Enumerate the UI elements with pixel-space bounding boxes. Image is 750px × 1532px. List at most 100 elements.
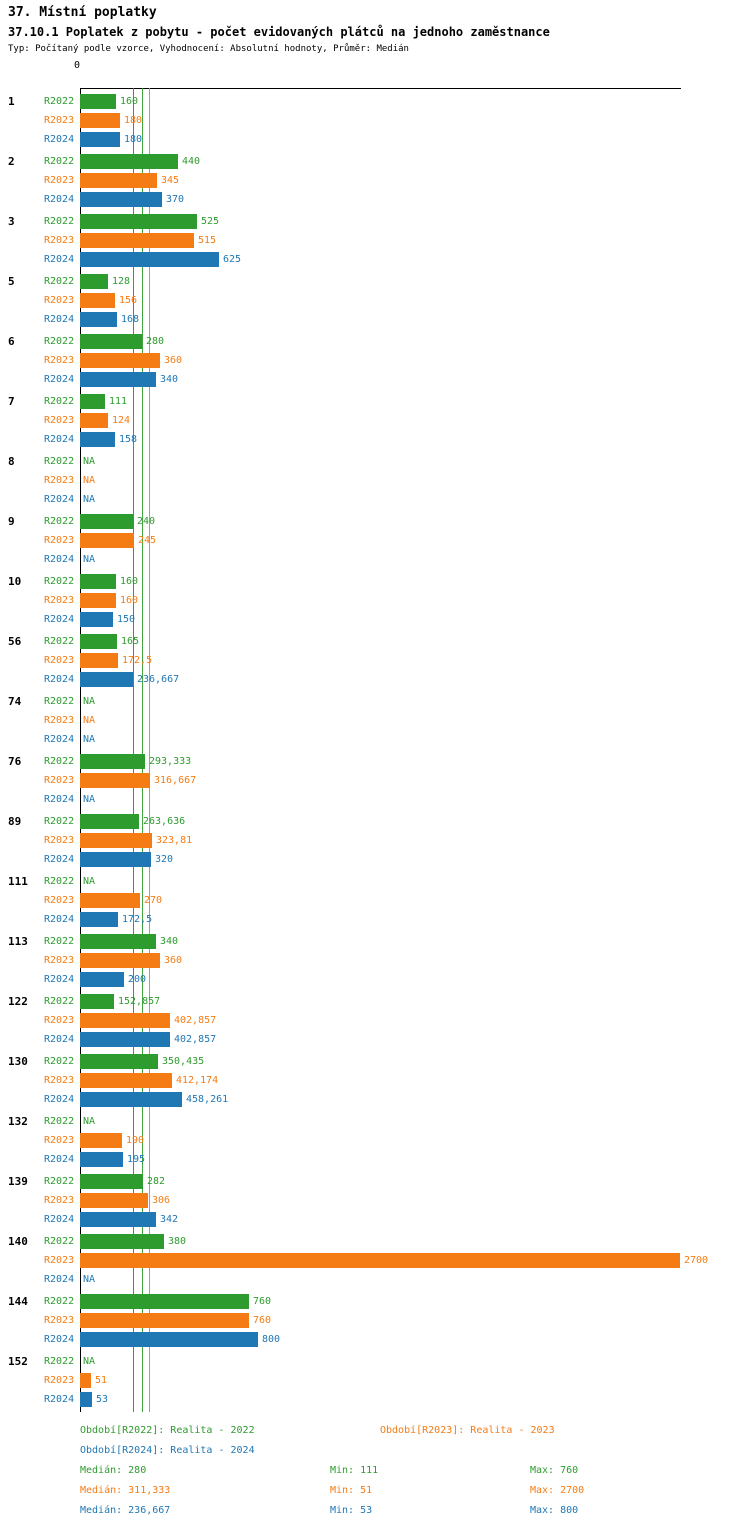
stat-min-r2022: Min: 111 <box>330 1465 379 1476</box>
bar-value-label: 124 <box>112 415 131 426</box>
series-label-r2022: R2022 <box>44 1176 75 1187</box>
bar-r2022 <box>80 1174 143 1189</box>
group-label: 152 <box>8 1355 28 1368</box>
bar-value-label: 515 <box>198 235 217 246</box>
bar-r2024 <box>80 972 124 987</box>
bar-value-na-label: NA <box>83 475 96 486</box>
bar-r2022 <box>80 994 114 1009</box>
series-label-r2024: R2024 <box>44 854 75 865</box>
bar-r2024 <box>80 672 133 687</box>
series-label-r2022: R2022 <box>44 1236 75 1247</box>
bar-value-na-label: NA <box>83 715 96 726</box>
bar-value-label: 340 <box>160 374 179 385</box>
bar-value-na-label: NA <box>83 456 96 467</box>
series-label-r2023: R2023 <box>44 1315 75 1326</box>
stat-max-r2022: Max: 760 <box>530 1465 579 1476</box>
bar-value-label: 53 <box>96 1394 109 1405</box>
bar-value-label: 760 <box>253 1296 272 1307</box>
series-label-r2023: R2023 <box>44 295 75 306</box>
bar-value-label: 156 <box>119 295 138 306</box>
series-label-r2022: R2022 <box>44 996 75 1007</box>
bar-r2022 <box>80 814 139 829</box>
bar-value-label: 190 <box>126 1135 145 1146</box>
series-label-r2022: R2022 <box>44 216 75 227</box>
bar-r2022 <box>80 334 142 349</box>
series-label-r2023: R2023 <box>44 1255 75 1266</box>
bar-r2023 <box>80 293 115 308</box>
bar-r2023 <box>80 1253 680 1268</box>
bar-r2024 <box>80 252 219 267</box>
bar-value-label: 245 <box>138 535 157 546</box>
bar-value-label: 111 <box>109 396 128 407</box>
bar-value-label: 150 <box>117 614 136 625</box>
x-axis-zero-label: 0 <box>74 60 81 71</box>
bar-value-label: 342 <box>160 1214 179 1225</box>
bar-value-label: 370 <box>166 194 185 205</box>
stat-median-r2024: Medián: 236,667 <box>80 1505 171 1516</box>
legend-r2024: Období[R2024]: Realita - 2024 <box>80 1445 255 1456</box>
bar-value-label: 380 <box>168 1236 187 1247</box>
bar-value-label: 345 <box>161 175 180 186</box>
bar-value-na-label: NA <box>83 696 96 707</box>
bar-r2022 <box>80 1054 158 1069</box>
legend-r2022: Období[R2022]: Realita - 2022 <box>80 1425 255 1436</box>
group-label: 1 <box>8 95 15 108</box>
series-label-r2024: R2024 <box>44 554 75 565</box>
bar-value-label: 236,667 <box>137 674 180 685</box>
bar-r2023 <box>80 1133 122 1148</box>
group-label: 9 <box>8 515 15 528</box>
bar-value-na-label: NA <box>83 494 96 505</box>
stat-max-r2024: Max: 800 <box>530 1505 579 1516</box>
bar-r2024 <box>80 1152 123 1167</box>
series-label-r2022: R2022 <box>44 516 75 527</box>
bar-value-label: 263,636 <box>143 816 186 827</box>
series-label-r2023: R2023 <box>44 895 75 906</box>
group-label: 144 <box>8 1295 28 1308</box>
group-label: 3 <box>8 215 15 228</box>
series-label-r2024: R2024 <box>44 434 75 445</box>
bar-value-label: 402,857 <box>174 1034 217 1045</box>
group-label: 8 <box>8 455 15 468</box>
stat-median-r2023: Medián: 311,333 <box>80 1485 171 1496</box>
bar-value-label: 280 <box>146 336 165 347</box>
bar-value-label: 800 <box>262 1334 281 1345</box>
series-label-r2024: R2024 <box>44 314 75 325</box>
bar-r2023 <box>80 173 157 188</box>
bar-value-na-label: NA <box>83 876 96 887</box>
series-label-r2023: R2023 <box>44 955 75 966</box>
series-label-r2024: R2024 <box>44 374 75 385</box>
series-label-r2024: R2024 <box>44 1394 75 1405</box>
bar-value-label: 350,435 <box>162 1056 205 1067</box>
series-label-r2023: R2023 <box>44 1075 75 1086</box>
series-label-r2023: R2023 <box>44 115 75 126</box>
group-label: 10 <box>8 575 22 588</box>
series-label-r2024: R2024 <box>44 734 75 745</box>
bar-value-label: 51 <box>95 1375 108 1386</box>
bar-r2024 <box>80 912 118 927</box>
bar-value-label: 158 <box>119 434 138 445</box>
bar-r2024 <box>80 1332 258 1347</box>
legend-r2023: Období[R2023]: Realita - 2023 <box>380 1425 555 1436</box>
bar-value-label: 128 <box>112 276 131 287</box>
chart-meta-line: Typ: Počítaný podle vzorce, Vyhodnocení:… <box>8 44 409 54</box>
median-line-r2023 <box>149 88 150 1412</box>
bar-value-label: 2700 <box>684 1255 709 1266</box>
bar-r2023 <box>80 1073 172 1088</box>
bar-value-na-label: NA <box>83 1356 96 1367</box>
bar-value-label: 195 <box>127 1154 146 1165</box>
series-label-r2022: R2022 <box>44 756 75 767</box>
bar-value-label: 440 <box>182 156 201 167</box>
group-label: 7 <box>8 395 15 408</box>
bar-value-label: 525 <box>201 216 220 227</box>
bar-value-label: 625 <box>223 254 242 265</box>
bar-r2024 <box>80 852 151 867</box>
series-label-r2022: R2022 <box>44 336 75 347</box>
series-label-r2024: R2024 <box>44 1094 75 1105</box>
bar-r2022 <box>80 514 133 529</box>
bar-value-label: 180 <box>124 134 143 145</box>
series-label-r2022: R2022 <box>44 696 75 707</box>
bar-value-na-label: NA <box>83 794 96 805</box>
group-label: 132 <box>8 1115 28 1128</box>
series-label-r2024: R2024 <box>44 494 75 505</box>
series-label-r2024: R2024 <box>44 1214 75 1225</box>
